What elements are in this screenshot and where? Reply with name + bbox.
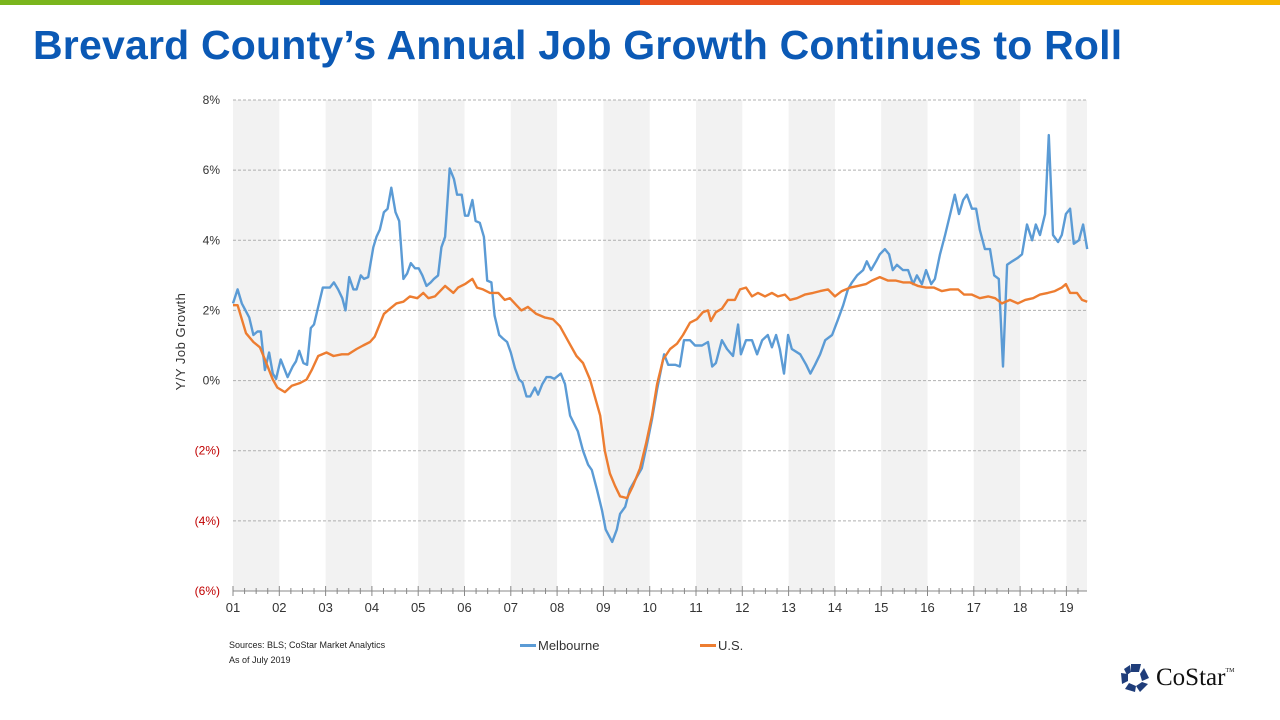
y-tick-label: 6%: [203, 163, 221, 177]
x-tick-label: 12: [735, 600, 749, 615]
sources-text: Sources: BLS; CoStar Market Analytics: [229, 640, 386, 650]
series-line-us: [233, 275, 1088, 500]
x-tick-label: 11: [689, 600, 703, 615]
legend-swatch: [520, 644, 536, 647]
year-shading-band: [418, 100, 465, 591]
x-tick-label: 14: [828, 600, 842, 615]
x-tick-label: 17: [967, 600, 981, 615]
y-tick-label: 0%: [203, 374, 221, 388]
y-tick-label: 2%: [203, 303, 221, 317]
as-of-text: As of July 2019: [229, 655, 291, 665]
legend-label: Melbourne: [538, 638, 600, 653]
x-tick-label: 02: [272, 600, 286, 615]
color-bar-segment: [0, 0, 320, 5]
y-tick-label: (4%): [195, 514, 220, 528]
x-tick-label: 04: [365, 600, 379, 615]
y-tick-label: (6%): [195, 584, 220, 598]
source-note: Sources: BLS; CoStar Market Analytics As…: [229, 638, 385, 668]
y-tick-label: (2%): [195, 444, 220, 458]
color-bar-segment: [640, 0, 960, 5]
x-tick-label: 09: [596, 600, 610, 615]
x-tick-label: 18: [1013, 600, 1027, 615]
x-tick-label: 08: [550, 600, 564, 615]
year-shading-band: [603, 100, 650, 591]
x-tick-label: 15: [874, 600, 888, 615]
x-tick-label: 16: [920, 600, 934, 615]
x-tick-label: 10: [642, 600, 656, 615]
legend-item-melbourne: Melbourne: [520, 638, 599, 653]
color-bar-segment: [960, 0, 1280, 5]
y-axis-label: Y/Y Job Growth: [173, 293, 188, 391]
year-shading-band: [1066, 100, 1087, 591]
logo-text: CoStarTM: [1156, 664, 1234, 692]
year-shading-band: [973, 100, 1021, 591]
y-tick-label: 8%: [203, 93, 221, 107]
legend-item-us: U.S.: [700, 638, 743, 653]
x-tick-label: 05: [411, 600, 425, 615]
x-tick-label: 19: [1059, 600, 1073, 615]
year-shading-band: [881, 100, 928, 591]
color-bar-segment: [320, 0, 640, 5]
x-tick-label: 03: [318, 600, 332, 615]
legend-swatch: [700, 644, 716, 647]
year-shading-band: [788, 100, 835, 591]
page-title: Brevard County’s Annual Job Growth Conti…: [33, 22, 1123, 68]
logo-tm: TM: [1225, 668, 1235, 674]
x-tick-label: 07: [504, 600, 518, 615]
logo-wordmark: CoStar: [1156, 664, 1226, 691]
x-tick-label: 01: [226, 600, 240, 615]
year-shading-band: [510, 100, 558, 591]
costar-star-icon: [1121, 664, 1149, 692]
x-tick-label: 13: [781, 600, 795, 615]
costar-logo: CoStarTM: [1120, 663, 1234, 693]
legend-label: U.S.: [718, 638, 744, 653]
x-tick-label: 06: [457, 600, 471, 615]
y-tick-label: 4%: [203, 233, 221, 247]
top-color-bar: [0, 0, 1280, 5]
